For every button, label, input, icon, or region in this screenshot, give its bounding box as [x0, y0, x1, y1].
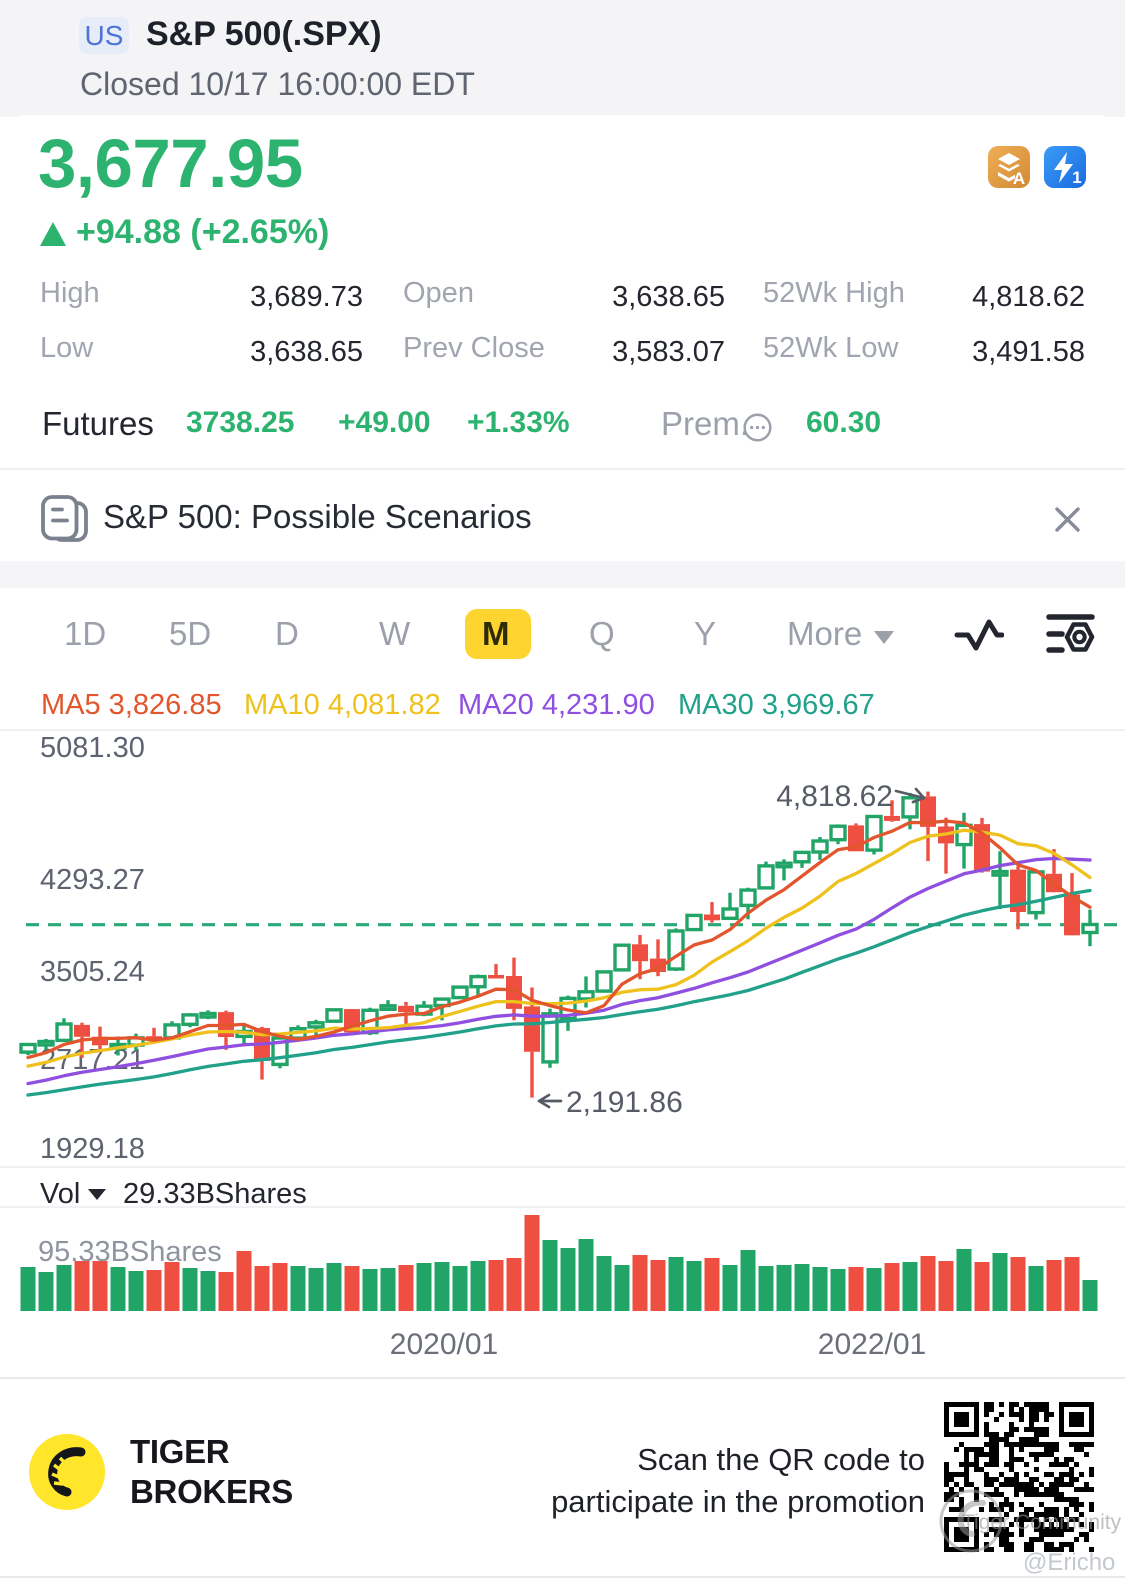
- svg-text:2022/01: 2022/01: [818, 1328, 926, 1361]
- svg-text:3505.24: 3505.24: [40, 956, 145, 988]
- svg-text:4,818.62: 4,818.62: [776, 780, 893, 813]
- svg-text:2020/01: 2020/01: [390, 1328, 498, 1361]
- svg-text:5081.30: 5081.30: [40, 732, 145, 764]
- svg-text:1: 1: [1072, 168, 1081, 187]
- svg-text:A: A: [1013, 169, 1025, 188]
- svg-text:1929.18: 1929.18: [40, 1133, 145, 1165]
- svg-text:2,191.86: 2,191.86: [566, 1086, 683, 1119]
- svg-text:29.33BShares: 29.33BShares: [123, 1178, 307, 1210]
- svg-text:Vol: Vol: [40, 1178, 80, 1210]
- svg-text:4293.27: 4293.27: [40, 864, 145, 896]
- svg-text:95.33BShares: 95.33BShares: [38, 1236, 222, 1268]
